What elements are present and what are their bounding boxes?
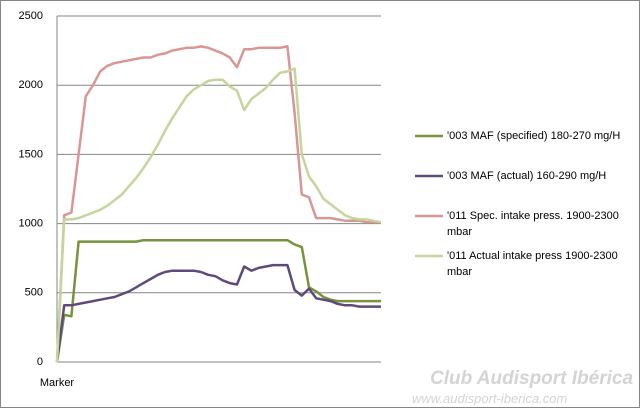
series-line [55, 263, 381, 363]
legend-label: '003 MAF (specified) 180-270 mg/H [447, 130, 621, 142]
watermark-url: www.audisport-iberica.com [412, 391, 568, 406]
y-tick-label: 2000 [19, 79, 43, 91]
x-tick-label: Marker [40, 377, 75, 389]
y-tick-label: 500 [25, 287, 43, 299]
y-tick-label: 1000 [19, 218, 43, 230]
y-tick-label: 2500 [19, 10, 43, 22]
legend-label: '011 Spec. intake press. 1900-2300 mbar [447, 210, 619, 238]
y-tick-label: 0 [37, 356, 43, 368]
legend-label: '003 MAF (actual) 160-290 mg/H [447, 170, 607, 182]
legend-label: '011 Actual intake press 1900-2300 mbar [447, 250, 618, 278]
series-line [55, 67, 382, 363]
y-tick-label: 1500 [19, 148, 43, 160]
series-line [55, 45, 381, 363]
series-line [55, 238, 381, 363]
watermark-title: Club Audisport Ibérica [430, 368, 634, 389]
